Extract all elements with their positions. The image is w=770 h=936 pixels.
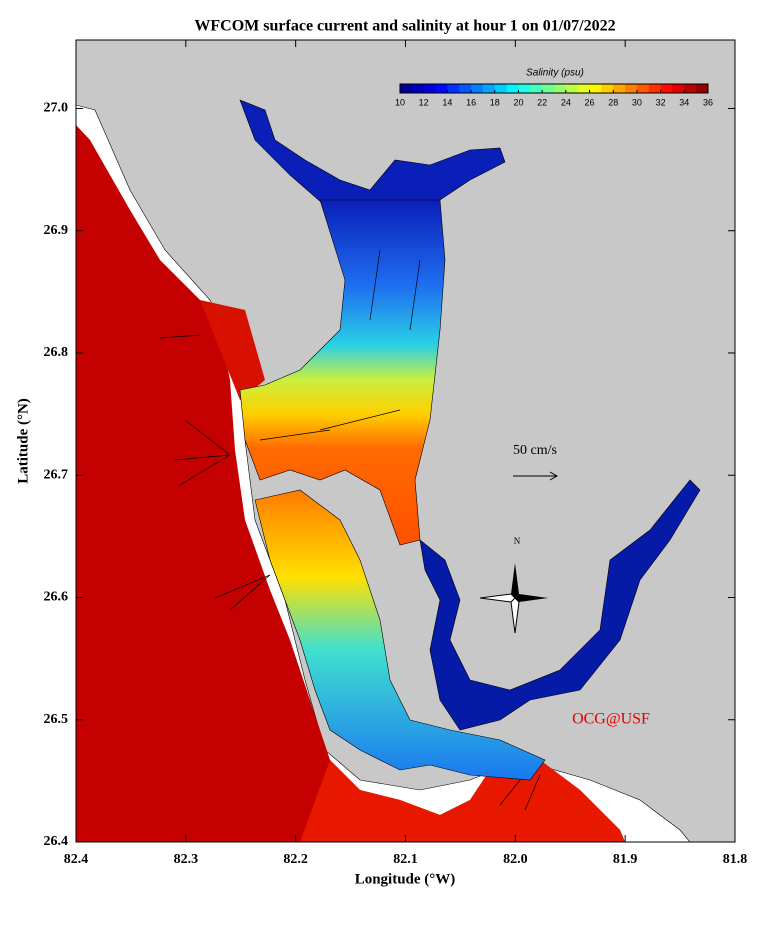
colorbar-swatch [506, 84, 519, 93]
colorbar-swatch [613, 84, 626, 93]
colorbar-frame [399, 83, 709, 94]
x-tick-label: 81.8 [723, 852, 748, 867]
y-tick-label: 26.8 [44, 345, 69, 360]
y-tick-label: 27.0 [44, 101, 69, 116]
colorbar-swatch [494, 84, 508, 93]
colorbar: 10 12 14 16 18 20 22 24 26 28 30 32 34 36 [395, 83, 713, 107]
colorbar-tick-label: 26 [585, 97, 595, 107]
colorbar-swatch [648, 84, 662, 93]
colorbar-tick-label: 20 [513, 97, 523, 107]
peace-river [239, 99, 506, 211]
y-tick-label: 26.4 [44, 834, 69, 849]
current-vectors [159, 249, 541, 811]
colorbar-swatch [411, 84, 425, 93]
y-axis-label: Latitude (°N) [15, 398, 31, 484]
colorbar-tick-label: 16 [466, 97, 476, 107]
scale-label: 50 cm/s [513, 443, 557, 458]
map-title: WFCOM surface current and salinity at ho… [194, 18, 615, 35]
colorbar-swatch [459, 84, 472, 93]
x-tick-label: 81.9 [613, 852, 638, 867]
colorbar-swatch [672, 84, 685, 93]
colorbar-tick-label: 36 [703, 97, 713, 107]
colorbar-tick-label: 10 [395, 97, 405, 107]
colorbar-tick-label: 18 [490, 97, 500, 107]
y-tick-label: 26.6 [44, 590, 69, 605]
colorbar-swatch [423, 84, 437, 93]
caloosahatchee-river [419, 479, 701, 731]
x-tick-label: 82.0 [503, 852, 528, 867]
x-tick-label: 82.4 [64, 852, 89, 867]
colorbar-swatch [554, 84, 567, 93]
gulf-salinity [76, 125, 625, 842]
colorbar-swatch [565, 84, 579, 93]
colorbar-tick-label: 28 [608, 97, 618, 107]
colorbar-tick-label: 32 [656, 97, 666, 107]
colorbar-tick-label: 22 [537, 97, 547, 107]
colorbar-tick-label: 30 [632, 97, 642, 107]
y-tick-label: 26.5 [44, 712, 69, 727]
x-tick-label: 82.3 [174, 852, 199, 867]
colorbar-tick-label: 14 [442, 97, 452, 107]
bay-mouth [200, 300, 265, 400]
colorbar-swatch [684, 84, 697, 93]
colorbar-tick-label: 34 [679, 97, 689, 107]
map-field [76, 40, 735, 842]
gulf-nearshore [300, 760, 625, 842]
colorbar-tick-label: 12 [419, 97, 429, 107]
colorbar-swatch [601, 84, 614, 93]
scale-arrow-head [549, 471, 559, 481]
sound-salinity [254, 489, 546, 781]
colorbar-swatch [435, 84, 448, 93]
colorbar-swatch [625, 84, 638, 93]
credit: OCG@USF [572, 711, 650, 728]
colorbar-swatch [518, 84, 531, 93]
colorbar-swatch [577, 84, 591, 93]
colorbar-swatch [400, 84, 413, 93]
colorbar-swatch [542, 84, 555, 93]
y-tick-label: 26.9 [44, 223, 69, 238]
colorbar-swatch [447, 84, 460, 93]
colorbar-swatch [482, 84, 496, 93]
colorbar-swatch [589, 84, 602, 93]
colorbar-swatch [636, 84, 650, 93]
colorbar-swatch [660, 84, 673, 93]
x-tick-label: 82.2 [283, 852, 308, 867]
x-tick-label: 82.1 [393, 852, 418, 867]
colorbar-swatch [696, 84, 709, 93]
harbor-salinity [239, 199, 446, 546]
x-axis-label: Longitude (°W) [355, 871, 456, 887]
y-tick-label: 26.7 [44, 467, 69, 482]
colorbar-title: Salinity (psu) [526, 68, 584, 79]
colorbar-tick-label: 24 [561, 97, 571, 107]
colorbar-swatch [530, 84, 543, 93]
compass-label: N [514, 536, 521, 546]
compass-rose [479, 563, 548, 634]
colorbar-swatch [471, 84, 484, 93]
